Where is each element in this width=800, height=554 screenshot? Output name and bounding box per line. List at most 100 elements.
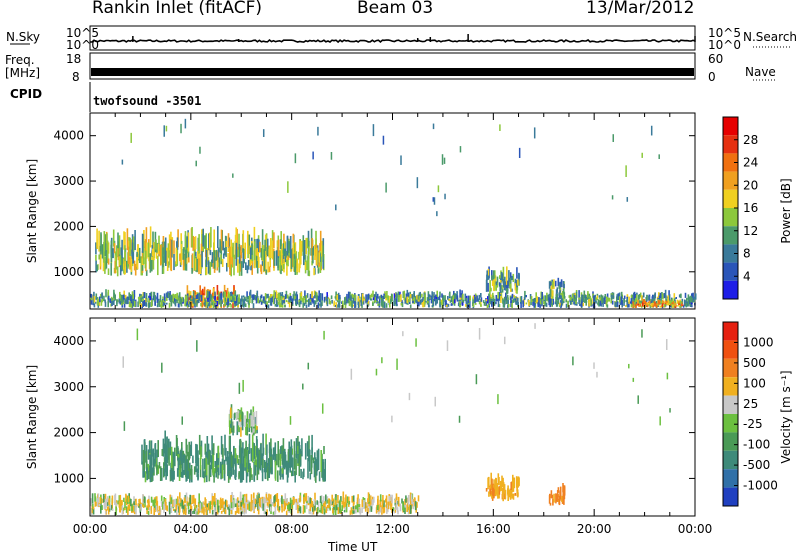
power-echo-cell — [279, 250, 281, 271]
power-echo-cell — [309, 302, 311, 305]
power-echo-cell — [657, 303, 659, 306]
power-echo-cell — [200, 243, 203, 257]
power-echo-cell — [117, 248, 120, 261]
power-echo-cell — [277, 239, 280, 257]
velocity-echo-cell — [399, 505, 402, 512]
power-echo-cell — [138, 247, 141, 263]
power-echo-cell — [163, 293, 166, 302]
power-echo-cell — [546, 292, 548, 301]
power-echo-cell — [326, 298, 329, 307]
power-echo-cell — [351, 294, 353, 298]
power-echo-cell — [208, 269, 211, 275]
power-echo-cell — [282, 255, 284, 263]
power-echo-cell — [280, 231, 282, 247]
power-echo-cell — [141, 258, 144, 271]
power-echo-cell — [310, 302, 312, 306]
power-echo-cell — [168, 302, 171, 308]
velocity-echo-cell — [184, 505, 187, 515]
power-echo-cell — [372, 290, 374, 298]
power-echo-cell — [237, 304, 239, 308]
power-echo-cell — [258, 239, 260, 252]
velocity-echo-cell — [333, 504, 335, 510]
power-echo-cell — [295, 293, 297, 299]
power-echo-cell — [450, 303, 453, 306]
velocity-echo-cell — [209, 506, 211, 514]
velocity-echo-cell — [492, 487, 494, 496]
power-echo-cell — [587, 291, 589, 298]
power-echo-cell — [620, 296, 623, 305]
power-echo-cell — [128, 240, 130, 248]
power-echo-cell — [360, 300, 363, 306]
power-echo-cell — [436, 296, 438, 304]
power-echo-cell — [187, 232, 190, 252]
power-echo-cell — [450, 296, 453, 301]
velocity-echo-cell — [563, 499, 565, 505]
power-echo-cell — [293, 291, 295, 299]
power-echo-cell — [459, 146, 462, 153]
velocity-echo-cell — [265, 433, 267, 455]
velocity-echo-cell — [178, 465, 181, 481]
power-echo-cell — [271, 296, 274, 303]
power-echo-cell — [682, 305, 685, 308]
power-echo-cell — [501, 285, 503, 290]
power-echo-cell — [304, 290, 306, 299]
velocity-echo-cell — [297, 454, 299, 464]
velocity-echo-cell — [277, 470, 279, 482]
power-echo-cell — [288, 301, 291, 308]
power-echo-cell — [166, 302, 168, 305]
power-echo-cell — [394, 298, 397, 305]
power-echo-cell — [666, 302, 669, 306]
power-echo-cell — [559, 302, 561, 306]
power-echo-cell — [638, 304, 640, 307]
velocity-echo-cell — [199, 503, 202, 511]
power-echo-cell — [494, 275, 497, 284]
velocity-echo-cell — [311, 501, 313, 508]
velocity-echo-cell — [133, 501, 135, 506]
power-echo-cell — [688, 296, 691, 302]
power-echo-cell — [408, 296, 411, 303]
velocity-echo-cell — [288, 503, 290, 511]
power-echo-cell — [427, 293, 430, 300]
power-echo-cell — [512, 273, 515, 282]
power-echo-cell — [175, 298, 177, 302]
velocity-echo-cell — [196, 457, 198, 467]
power-echo-cell — [360, 296, 362, 303]
velocity-echo-cell — [171, 457, 174, 471]
power-echo-cell — [216, 257, 219, 268]
power-colorbar-label: 16 — [743, 201, 758, 215]
power-echo-cell — [489, 280, 491, 291]
velocity-echo-cell — [234, 448, 237, 468]
velocity-echo-cell — [250, 409, 252, 421]
velocity-echo-cell — [395, 493, 398, 502]
velocity-echo-cell — [512, 493, 515, 500]
power-echo-cell — [639, 292, 642, 298]
power-echo-cell — [306, 237, 309, 249]
velocity-echo-cell — [221, 464, 224, 479]
velocity-echo-cell — [230, 501, 233, 509]
power-echo-cell — [298, 303, 301, 308]
nsearch-tick-bottom: 10^0 — [708, 38, 741, 52]
power-echo-cell — [581, 294, 583, 302]
power-echo-cell — [216, 285, 219, 295]
power-echo-cell — [169, 239, 172, 261]
power-echo-cell — [601, 295, 604, 300]
velocity-echo-cell — [197, 450, 199, 462]
power-echo-cell — [251, 294, 254, 298]
velocity-echo-cell — [265, 511, 267, 515]
velocity-echo-cell — [204, 443, 207, 455]
power-echo-cell — [148, 295, 150, 299]
velocity-echo-cell — [402, 331, 404, 337]
power-echo-cell — [501, 288, 504, 293]
velocity-echo-cell — [162, 501, 164, 510]
power-echo-cell — [669, 300, 672, 306]
velocity-echo-cell — [151, 473, 153, 482]
power-echo-cell — [571, 293, 574, 302]
velocity-echo-cell — [393, 510, 396, 514]
velocity-echo-cell — [417, 495, 420, 502]
power-echo-cell — [218, 296, 220, 305]
velocity-echo-cell — [383, 500, 385, 510]
power-echo-cell — [148, 297, 150, 303]
power-echo-cell — [556, 300, 559, 307]
power-echo-cell — [232, 300, 234, 309]
power-echo-cell — [602, 300, 605, 303]
